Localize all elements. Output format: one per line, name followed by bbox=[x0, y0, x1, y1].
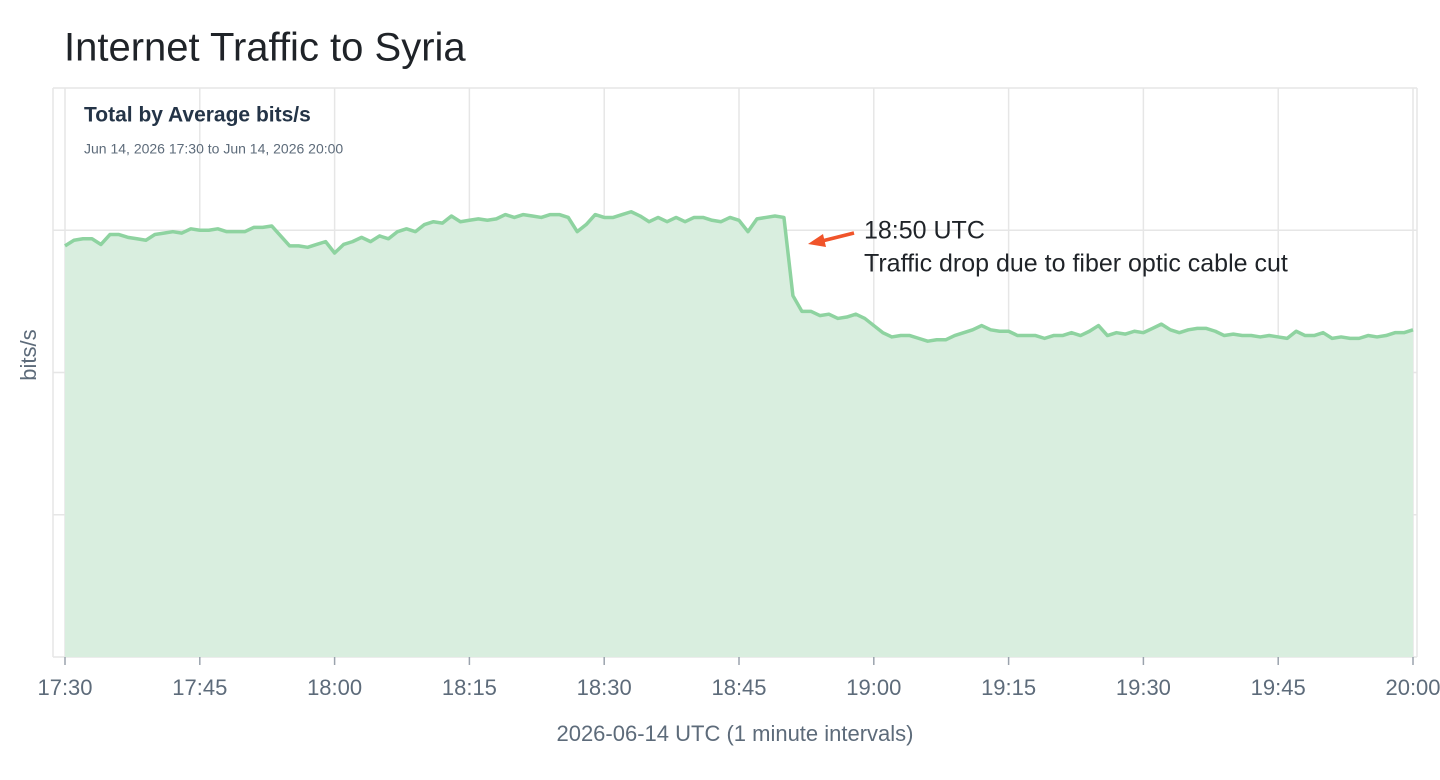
x-tick-label: 18:15 bbox=[442, 675, 497, 700]
line bbox=[64, 210, 1414, 343]
area bbox=[65, 211, 1413, 657]
annotation-arrow bbox=[821, 231, 855, 243]
plot bbox=[64, 210, 1414, 657]
date-range: Jun 14, 2026 17:30 to Jun 14, 2026 20:00 bbox=[84, 141, 343, 157]
x-axis-label: 2026-06-14 UTC (1 minute intervals) bbox=[556, 721, 913, 746]
x-tick-label: 19:00 bbox=[846, 675, 901, 700]
annotation-text: 18:50 UTC bbox=[864, 217, 985, 245]
x-tick-label: 20:00 bbox=[1385, 675, 1440, 700]
x-tick-label: 17:45 bbox=[172, 675, 227, 700]
annotation-arrowhead bbox=[808, 234, 826, 247]
x-tick-label: 18:00 bbox=[307, 675, 362, 700]
x-tick-label: 17:30 bbox=[37, 675, 92, 700]
chart-title: Internet Traffic to Syria bbox=[64, 26, 466, 70]
panel-title: Total by Average bits/s bbox=[84, 104, 311, 127]
x-tick-label: 18:45 bbox=[711, 675, 766, 700]
x-tick-label: 19:15 bbox=[981, 675, 1036, 700]
y-axis-label: bits/s bbox=[16, 329, 41, 380]
x-tick-label: 18:30 bbox=[577, 675, 632, 700]
x-tick-label: 19:30 bbox=[1116, 675, 1171, 700]
annotation-text: Traffic drop due to fiber optic cable cu… bbox=[864, 250, 1288, 278]
labels: Total by Average bits/s Jun 14, 2026 17:… bbox=[37, 104, 1440, 700]
x-tick-label: 19:45 bbox=[1251, 675, 1306, 700]
